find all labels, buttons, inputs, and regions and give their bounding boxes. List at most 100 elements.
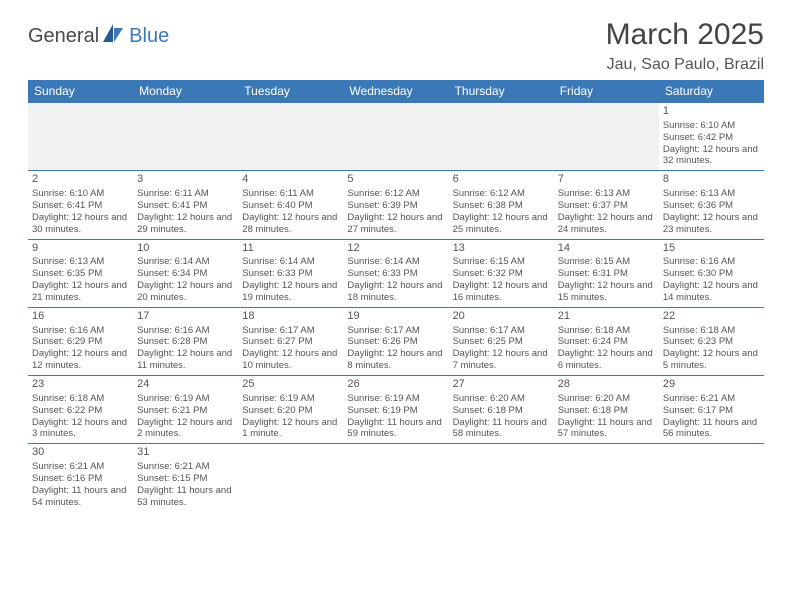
weekday-header: Sunday [28, 80, 133, 103]
sunrise-line: Sunrise: 6:20 AM [453, 393, 550, 405]
sunset-line: Sunset: 6:35 PM [32, 268, 129, 280]
calendar-day-cell [238, 103, 343, 171]
calendar-week-row: 23Sunrise: 6:18 AMSunset: 6:22 PMDayligh… [28, 376, 764, 444]
daylight-line: Daylight: 12 hours and 23 minutes. [663, 212, 760, 236]
sunrise-line: Sunrise: 6:12 AM [453, 188, 550, 200]
daylight-line: Daylight: 12 hours and 29 minutes. [137, 212, 234, 236]
sunset-line: Sunset: 6:33 PM [347, 268, 444, 280]
day-number: 17 [137, 310, 234, 324]
calendar-day-cell: 6Sunrise: 6:12 AMSunset: 6:38 PMDaylight… [449, 171, 554, 239]
day-number: 6 [453, 173, 550, 187]
calendar-day-cell [28, 103, 133, 171]
daylight-line: Daylight: 12 hours and 7 minutes. [453, 348, 550, 372]
sunset-line: Sunset: 6:28 PM [137, 336, 234, 348]
sunset-line: Sunset: 6:18 PM [558, 405, 655, 417]
sail-icon [103, 24, 125, 49]
day-number: 27 [453, 378, 550, 392]
sunrise-line: Sunrise: 6:10 AM [32, 188, 129, 200]
calendar-day-cell: 17Sunrise: 6:16 AMSunset: 6:28 PMDayligh… [133, 307, 238, 375]
daylight-line: Daylight: 12 hours and 5 minutes. [663, 348, 760, 372]
daylight-line: Daylight: 12 hours and 24 minutes. [558, 212, 655, 236]
sunset-line: Sunset: 6:25 PM [453, 336, 550, 348]
daylight-line: Daylight: 12 hours and 15 minutes. [558, 280, 655, 304]
sunrise-line: Sunrise: 6:21 AM [137, 461, 234, 473]
calendar-day-cell: 18Sunrise: 6:17 AMSunset: 6:27 PMDayligh… [238, 307, 343, 375]
weekday-header: Tuesday [238, 80, 343, 103]
sunrise-line: Sunrise: 6:14 AM [347, 256, 444, 268]
day-number: 25 [242, 378, 339, 392]
sunrise-line: Sunrise: 6:17 AM [347, 325, 444, 337]
sunrise-line: Sunrise: 6:17 AM [453, 325, 550, 337]
day-number: 1 [663, 105, 760, 119]
calendar-day-cell: 26Sunrise: 6:19 AMSunset: 6:19 PMDayligh… [343, 376, 448, 444]
day-number: 24 [137, 378, 234, 392]
calendar-day-cell: 25Sunrise: 6:19 AMSunset: 6:20 PMDayligh… [238, 376, 343, 444]
title-block: March 2025 Jau, Sao Paulo, Brazil [606, 18, 764, 74]
day-number: 29 [663, 378, 760, 392]
day-number: 16 [32, 310, 129, 324]
day-number: 20 [453, 310, 550, 324]
calendar-day-cell: 21Sunrise: 6:18 AMSunset: 6:24 PMDayligh… [554, 307, 659, 375]
calendar-week-row: 16Sunrise: 6:16 AMSunset: 6:29 PM Dayligh… [28, 307, 764, 375]
day-number: 30 [32, 446, 129, 460]
daylight-line: Daylight: 12 hours and 32 minutes. [663, 144, 760, 168]
daylight-line: Daylight: 12 hours and 6 minutes. [558, 348, 655, 372]
sunset-line: Sunset: 6:21 PM [137, 405, 234, 417]
daylight-line: Daylight: 12 hours and 25 minutes. [453, 212, 550, 236]
sunset-line: Sunset: 6:29 PM [32, 336, 129, 348]
day-number: 13 [453, 242, 550, 256]
sunset-line: Sunset: 6:16 PM [32, 473, 129, 485]
day-number: 18 [242, 310, 339, 324]
calendar-table: SundayMondayTuesdayWednesdayThursdayFrid… [28, 80, 764, 512]
daylight-line: Daylight: 12 hours and 18 minutes. [347, 280, 444, 304]
weekday-header-row: SundayMondayTuesdayWednesdayThursdayFrid… [28, 80, 764, 103]
sunset-line: Sunset: 6:40 PM [242, 200, 339, 212]
daylight-line: Daylight: 11 hours and 54 minutes. [32, 485, 129, 509]
daylight-line: Daylight: 12 hours and 2 minutes. [137, 417, 234, 441]
day-number: 26 [347, 378, 444, 392]
sunrise-line: Sunrise: 6:13 AM [663, 188, 760, 200]
sunrise-line: Sunrise: 6:21 AM [32, 461, 129, 473]
sunset-line: Sunset: 6:19 PM [347, 405, 444, 417]
calendar-day-cell: 15Sunrise: 6:16 AMSunset: 6:30 PMDayligh… [659, 239, 764, 307]
sunset-line: Sunset: 6:34 PM [137, 268, 234, 280]
sunset-line: Sunset: 6:17 PM [663, 405, 760, 417]
sunrise-line: Sunrise: 6:16 AM [32, 325, 129, 337]
sunset-line: Sunset: 6:20 PM [242, 405, 339, 417]
sunrise-line: Sunrise: 6:18 AM [663, 325, 760, 337]
calendar-day-cell [343, 103, 448, 171]
calendar-day-cell: 13Sunrise: 6:15 AMSunset: 6:32 PMDayligh… [449, 239, 554, 307]
sunset-line: Sunset: 6:33 PM [242, 268, 339, 280]
calendar-day-cell: 20Sunrise: 6:17 AMSunset: 6:25 PMDayligh… [449, 307, 554, 375]
daylight-line: Daylight: 12 hours and 21 minutes. [32, 280, 129, 304]
sunset-line: Sunset: 6:30 PM [663, 268, 760, 280]
day-number: 10 [137, 242, 234, 256]
day-number: 19 [347, 310, 444, 324]
sunrise-line: Sunrise: 6:19 AM [137, 393, 234, 405]
sunrise-line: Sunrise: 6:18 AM [32, 393, 129, 405]
sunset-line: Sunset: 6:24 PM [558, 336, 655, 348]
calendar-day-cell: 4Sunrise: 6:11 AMSunset: 6:40 PMDaylight… [238, 171, 343, 239]
calendar-day-cell: 2Sunrise: 6:10 AMSunset: 6:41 PMDaylight… [28, 171, 133, 239]
day-number: 21 [558, 310, 655, 324]
calendar-day-cell: 12Sunrise: 6:14 AMSunset: 6:33 PMDayligh… [343, 239, 448, 307]
calendar-day-cell [554, 444, 659, 512]
daylight-line: Daylight: 12 hours and 11 minutes. [137, 348, 234, 372]
calendar-day-cell [343, 444, 448, 512]
calendar-week-row: 1Sunrise: 6:10 AMSunset: 6:42 PMDaylight… [28, 103, 764, 171]
sunrise-line: Sunrise: 6:14 AM [242, 256, 339, 268]
daylight-line: Daylight: 12 hours and 3 minutes. [32, 417, 129, 441]
page-title: March 2025 [606, 18, 764, 52]
calendar-day-cell [659, 444, 764, 512]
sunrise-line: Sunrise: 6:11 AM [242, 188, 339, 200]
sunrise-line: Sunrise: 6:11 AM [137, 188, 234, 200]
sunset-line: Sunset: 6:42 PM [663, 132, 760, 144]
calendar-day-cell: 3Sunrise: 6:11 AMSunset: 6:41 PMDaylight… [133, 171, 238, 239]
day-number: 4 [242, 173, 339, 187]
sunrise-line: Sunrise: 6:13 AM [558, 188, 655, 200]
sunset-line: Sunset: 6:31 PM [558, 268, 655, 280]
day-number: 2 [32, 173, 129, 187]
day-number: 22 [663, 310, 760, 324]
sunset-line: Sunset: 6:23 PM [663, 336, 760, 348]
sunrise-line: Sunrise: 6:17 AM [242, 325, 339, 337]
